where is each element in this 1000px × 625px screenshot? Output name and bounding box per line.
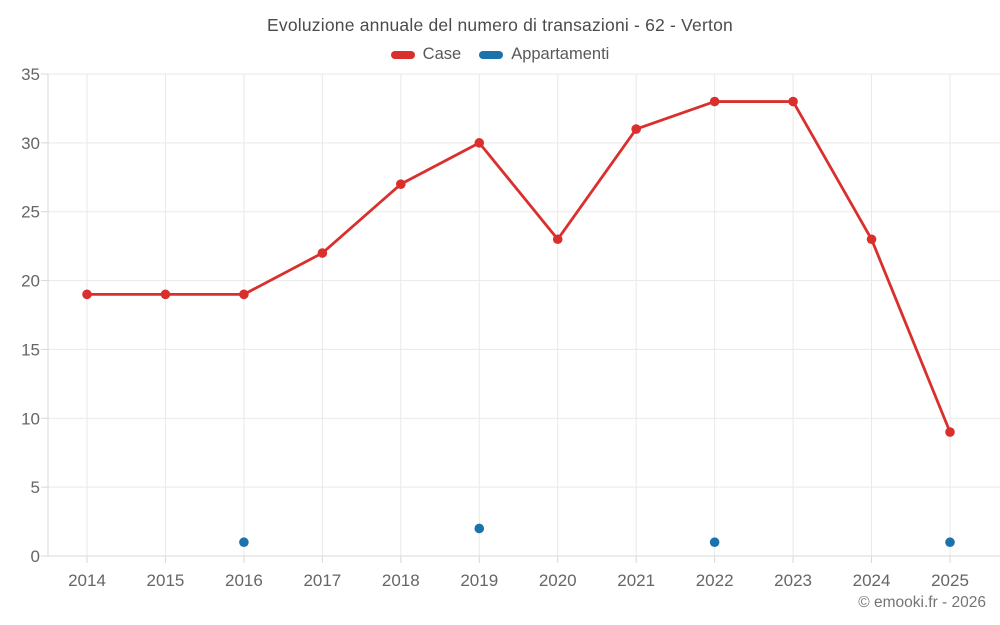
appartamenti-point[interactable] <box>945 537 955 548</box>
y-tick-label: 25 <box>21 203 40 222</box>
x-tick-label: 2016 <box>225 571 263 590</box>
chart-title: Evoluzione annuale del numero di transaz… <box>267 15 733 35</box>
x-tick-label: 2015 <box>147 571 185 590</box>
y-tick-label: 0 <box>31 547 40 566</box>
x-tick-label: 2022 <box>696 571 734 590</box>
legend-item-case[interactable]: Case <box>390 45 462 64</box>
case-point[interactable] <box>474 138 485 148</box>
case-point[interactable] <box>552 234 563 245</box>
x-tick-label: 2018 <box>382 571 420 590</box>
y-tick-label: 10 <box>21 409 40 428</box>
appartamenti-point[interactable] <box>709 537 720 548</box>
credit-text: © emooki.fr - 2026 <box>858 594 986 611</box>
legend-label-case: Case <box>422 45 462 63</box>
case-point[interactable] <box>945 427 955 437</box>
y-tick-label: 5 <box>31 478 40 497</box>
case-point[interactable] <box>239 289 249 300</box>
appartamenti-point[interactable] <box>474 523 485 534</box>
legend: Case Appartamenti <box>0 45 1000 64</box>
legend-item-appartamenti[interactable]: Appartamenti <box>479 45 609 64</box>
y-tick-label: 35 <box>21 65 40 84</box>
appartamenti-point[interactable] <box>239 537 249 548</box>
legend-swatch-appartamenti-icon <box>479 50 504 59</box>
y-tick-label: 30 <box>21 134 40 153</box>
legend-swatch-case-icon <box>390 50 415 59</box>
case-point[interactable] <box>82 289 92 300</box>
case-point[interactable] <box>788 96 798 107</box>
x-tick-label: 2017 <box>303 571 341 590</box>
x-tick-label: 2024 <box>853 571 891 590</box>
case-point[interactable] <box>160 289 171 300</box>
legend-label-appartamenti: Appartamenti <box>511 45 610 63</box>
case-point[interactable] <box>709 96 720 107</box>
case-point[interactable] <box>396 179 406 189</box>
x-tick-label: 2014 <box>68 571 106 590</box>
x-tick-label: 2019 <box>460 571 498 590</box>
case-point[interactable] <box>317 248 328 258</box>
y-tick-label: 20 <box>21 272 40 291</box>
case-point[interactable] <box>866 234 877 245</box>
case-point[interactable] <box>631 124 641 134</box>
y-tick-label: 15 <box>21 340 40 359</box>
x-tick-label: 2025 <box>931 571 969 590</box>
case-line <box>85 100 952 434</box>
x-tick-label: 2023 <box>774 571 812 590</box>
x-tick-label: 2021 <box>617 571 655 590</box>
x-tick-label: 2020 <box>539 571 577 590</box>
